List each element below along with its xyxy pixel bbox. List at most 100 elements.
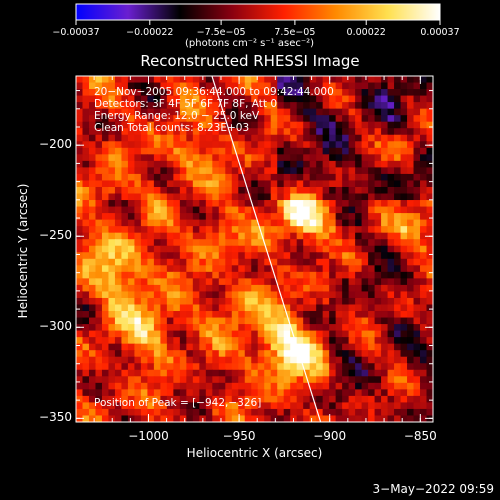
heatmap-cell [134,200,142,208]
heatmap-cell [309,219,317,227]
heatmap-cell [225,206,233,214]
heatmap-cell [407,219,415,227]
heatmap-cell [199,167,207,175]
heatmap-cell [192,245,200,253]
heatmap-cell [108,408,116,417]
heatmap-cell [173,128,181,136]
heatmap-cell [127,82,136,90]
heatmap-cell [205,147,213,155]
heatmap-cell [381,369,389,377]
heatmap-cell [322,206,330,214]
heatmap-cell [342,389,350,397]
heatmap-cell [153,121,161,129]
heatmap-cell [290,376,298,384]
heatmap-cell [127,154,136,162]
heatmap-cell [88,193,97,201]
heatmap-cell [140,219,148,227]
heatmap-cell [212,121,220,129]
heatmap-cell [153,252,161,260]
heatmap-cell [290,350,298,358]
heatmap-cell [374,258,382,266]
heatmap-cell [270,115,278,123]
heatmap-cell [101,186,110,195]
heatmap-cell [303,200,311,208]
heatmap-cell [101,363,110,371]
heatmap-cell [140,389,148,397]
heatmap-cell [348,141,356,149]
heatmap-cell [374,147,382,155]
heatmap-cell [296,147,304,155]
heatmap-cell [368,102,376,110]
heatmap-cell [303,297,311,306]
heatmap-cell [199,206,207,214]
heatmap-cell [283,206,291,214]
heatmap-cell [322,311,330,319]
heatmap-cell [160,200,168,208]
heatmap-cell [199,291,207,299]
heatmap-cell [303,108,311,116]
heatmap-cell [348,89,356,97]
heatmap-cell [348,121,356,129]
heatmap-cell [309,206,317,214]
heatmap-cell [420,343,428,351]
heatmap-cell [381,415,389,422]
heatmap-cell [166,395,174,404]
heatmap-cell [101,219,110,227]
heatmap-cell [147,89,155,97]
heatmap-cell [212,284,220,293]
heatmap-cell [212,206,220,214]
heatmap-cell [153,389,161,397]
heatmap-cell [361,186,369,195]
heatmap-cell [400,395,408,404]
heatmap-cell [283,369,291,377]
heatmap-cell [277,213,285,221]
heatmap-cell [290,180,298,188]
heatmap-cell [277,108,285,116]
heatmap-cell [296,108,304,116]
heatmap-cell [264,82,272,90]
heatmap-cell [140,408,148,417]
heatmap-cell [166,76,174,84]
heatmap-cell [121,278,129,286]
heatmap-cell [205,141,213,149]
heatmap-cell [257,311,265,319]
heatmap-cell [186,369,194,377]
heatmap-cell [361,232,369,240]
heatmap-cell [121,193,129,201]
heatmap-cell [316,363,324,371]
heatmap-cell [277,382,285,390]
heatmap-cell [387,350,395,358]
heatmap-cell [400,350,408,358]
heatmap-cell [231,376,239,384]
heatmap-cell [309,115,317,123]
heatmap-cell [257,239,265,247]
heatmap-cell [173,395,181,404]
heatmap-cell [101,304,110,312]
heatmap-cell [426,226,433,234]
heatmap-cell [244,95,252,103]
heatmap-cell [342,200,350,208]
heatmap-cell [342,95,350,103]
heatmap-cell [166,304,174,312]
heatmap-cell [329,186,337,195]
heatmap-cell [186,258,194,266]
heatmap-cell [296,76,304,84]
heatmap-cell [270,239,278,247]
heatmap-cell [238,311,246,319]
heatmap-cell [400,291,408,299]
heatmap-cell [147,297,155,306]
heatmap-cell [361,297,369,306]
heatmap-cell [329,239,337,247]
heatmap-cell [160,245,168,253]
heatmap-cell [426,245,433,253]
heatmap-cell [199,200,207,208]
heatmap-cell [127,382,136,390]
heatmap-cell [225,408,233,417]
heatmap-cell [329,82,337,90]
heatmap-cell [212,180,220,188]
heatmap-cell [173,108,181,116]
heatmap-cell [76,317,84,325]
heatmap-cell [355,408,363,417]
heatmap-cell [225,402,233,410]
heatmap-cell [264,219,272,227]
